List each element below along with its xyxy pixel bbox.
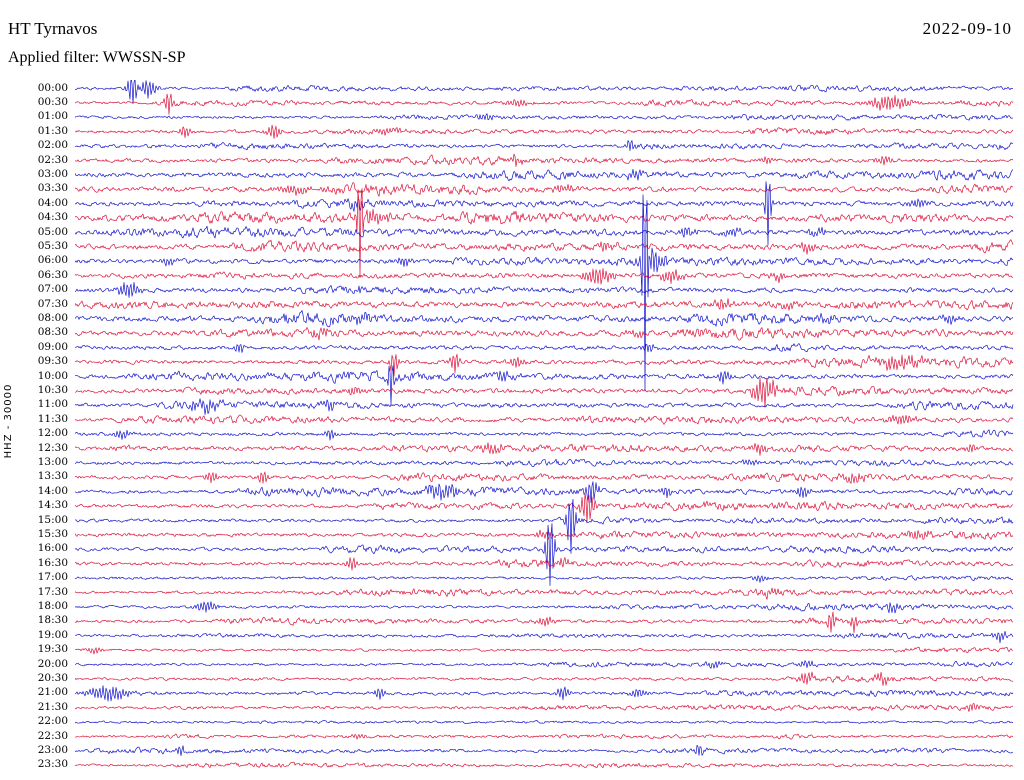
time-label: 17:30 [37, 585, 68, 598]
time-label: 19:30 [37, 643, 68, 656]
station-title: HT Tyrnavos [8, 19, 98, 38]
seismogram-canvas [75, 80, 1014, 780]
time-label: 11:30 [37, 412, 68, 425]
time-label: 04:00 [37, 196, 68, 209]
time-label: 16:00 [37, 542, 68, 555]
time-label: 11:00 [37, 398, 68, 411]
time-label: 05:00 [37, 225, 68, 238]
time-label: 18:00 [37, 599, 68, 612]
time-label: 17:00 [37, 571, 68, 584]
time-label: 18:30 [37, 614, 68, 627]
time-label: 01:00 [37, 110, 68, 123]
time-label: 08:30 [37, 326, 68, 339]
time-label: 02:30 [37, 153, 68, 166]
time-label: 16:30 [37, 556, 68, 569]
time-label: 15:30 [37, 527, 68, 540]
time-label: 22:00 [37, 715, 68, 728]
time-label: 09:30 [37, 355, 68, 368]
time-label: 20:30 [37, 671, 68, 684]
time-label: 10:30 [37, 383, 68, 396]
time-label: 19:00 [37, 628, 68, 641]
time-label: 06:30 [37, 268, 68, 281]
time-label: 00:30 [37, 95, 68, 108]
time-label: 13:00 [37, 455, 68, 468]
time-label: 00:00 [37, 81, 68, 94]
time-label: 12:30 [37, 441, 68, 454]
time-label: 23:30 [37, 758, 68, 771]
time-label: 20:00 [37, 657, 68, 670]
time-label: 10:00 [37, 369, 68, 382]
time-label: 21:30 [37, 700, 68, 713]
time-label: 13:30 [37, 470, 68, 483]
time-label: 03:00 [37, 167, 68, 180]
time-label: 14:30 [37, 499, 68, 512]
time-label: 08:00 [37, 311, 68, 324]
time-label: 22:30 [37, 729, 68, 742]
time-labels: 00:00 00:30 01:00 01:30 02:00 02:30 03:00 03:30… [0, 0, 70, 780]
time-label: 07:30 [37, 297, 68, 310]
time-label: 23:00 [37, 743, 68, 756]
time-label: 02:00 [37, 139, 68, 152]
time-label: 05:30 [37, 239, 68, 252]
time-label: 04:30 [37, 211, 68, 224]
time-label: 07:00 [37, 283, 68, 296]
time-label: 12:00 [37, 427, 68, 440]
applied-filter-label: Applied filter: WWSSN-SP [8, 49, 186, 66]
time-label: 14:00 [37, 484, 68, 497]
time-label: 09:00 [37, 340, 68, 353]
time-label: 21:00 [37, 686, 68, 699]
time-label: 06:00 [37, 254, 68, 267]
time-label: 03:30 [37, 182, 68, 195]
time-label: 01:30 [37, 124, 68, 137]
time-label: 15:00 [37, 513, 68, 526]
record-date: 2022-09-10 [922, 19, 1012, 38]
